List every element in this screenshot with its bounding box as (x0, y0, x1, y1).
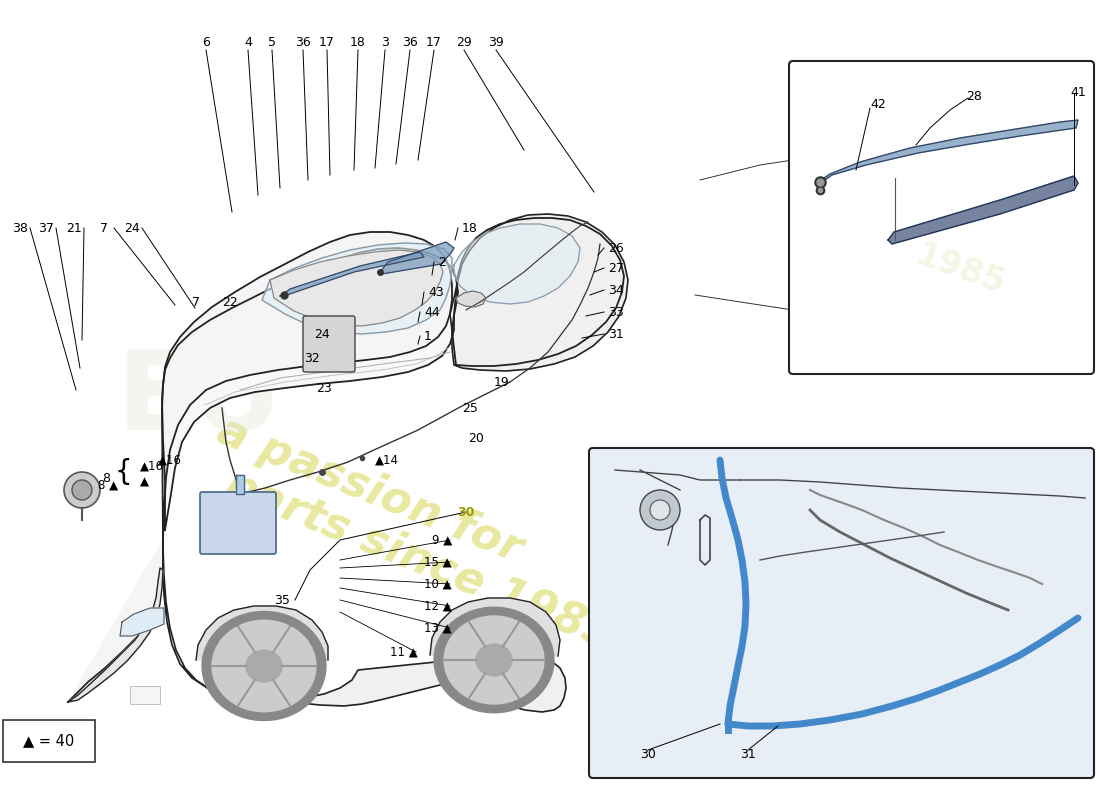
Text: ▲14: ▲14 (375, 454, 399, 466)
Polygon shape (162, 248, 458, 530)
Polygon shape (444, 616, 544, 704)
Text: 7: 7 (192, 295, 200, 309)
Polygon shape (262, 243, 452, 334)
Text: 31: 31 (608, 327, 624, 341)
Polygon shape (888, 176, 1078, 244)
Polygon shape (68, 232, 452, 702)
FancyBboxPatch shape (588, 448, 1094, 778)
Text: 10 ▲: 10 ▲ (425, 578, 452, 590)
Text: 11 ▲: 11 ▲ (390, 646, 418, 658)
Text: 30: 30 (458, 506, 475, 518)
Polygon shape (818, 120, 1078, 185)
Polygon shape (236, 475, 244, 494)
Text: 28: 28 (966, 90, 982, 102)
Polygon shape (476, 644, 512, 676)
Text: 36: 36 (295, 35, 311, 49)
FancyBboxPatch shape (789, 61, 1094, 374)
Polygon shape (270, 250, 443, 326)
Polygon shape (434, 607, 554, 713)
Text: 33: 33 (608, 306, 624, 318)
Text: 27: 27 (608, 262, 624, 274)
Circle shape (650, 500, 670, 520)
Text: 19: 19 (494, 375, 509, 389)
Text: a passion for: a passion for (211, 409, 529, 571)
Text: 30: 30 (640, 747, 656, 761)
FancyBboxPatch shape (3, 720, 95, 762)
Text: 20: 20 (468, 431, 484, 445)
Polygon shape (452, 218, 624, 366)
Text: 39: 39 (488, 35, 504, 49)
Text: 37: 37 (39, 222, 54, 234)
Text: 42: 42 (870, 98, 886, 110)
Bar (130, 686, 159, 704)
Text: 29: 29 (456, 35, 472, 49)
Text: ▲: ▲ (140, 475, 148, 489)
Text: 17: 17 (319, 35, 334, 49)
Text: 15 ▲: 15 ▲ (425, 555, 452, 569)
Text: parts since 1985: parts since 1985 (219, 462, 621, 658)
Polygon shape (120, 608, 164, 636)
Circle shape (72, 480, 92, 500)
Polygon shape (450, 214, 628, 371)
Circle shape (64, 472, 100, 508)
Text: 41: 41 (1070, 86, 1086, 98)
Polygon shape (246, 650, 282, 682)
Text: 17: 17 (426, 35, 442, 49)
Polygon shape (454, 224, 580, 304)
Text: 23: 23 (316, 382, 332, 394)
Text: 22: 22 (222, 295, 238, 309)
Polygon shape (68, 568, 163, 702)
FancyBboxPatch shape (200, 492, 276, 554)
Text: 3: 3 (381, 35, 389, 49)
Text: 9 ▲: 9 ▲ (431, 534, 452, 546)
Text: ▲16: ▲16 (158, 454, 182, 466)
Polygon shape (163, 540, 566, 712)
Polygon shape (379, 242, 454, 274)
Text: 2: 2 (438, 255, 446, 269)
Text: 24: 24 (124, 222, 140, 234)
Text: 5: 5 (268, 35, 276, 49)
Text: ▲ = 40: ▲ = 40 (23, 734, 75, 749)
Text: {: { (114, 458, 132, 486)
Text: 1985: 1985 (911, 238, 1010, 302)
Polygon shape (430, 598, 560, 656)
Text: 38: 38 (12, 222, 28, 234)
FancyBboxPatch shape (302, 316, 355, 372)
Text: 7: 7 (100, 222, 108, 234)
Text: 26: 26 (608, 242, 624, 254)
Polygon shape (202, 611, 326, 721)
Text: ▲16: ▲16 (140, 459, 164, 473)
Text: 32: 32 (304, 351, 320, 365)
Text: 13 ▲: 13 ▲ (425, 622, 452, 634)
Polygon shape (456, 291, 486, 307)
Text: 6: 6 (202, 35, 210, 49)
Text: 34: 34 (608, 283, 624, 297)
Text: 25: 25 (462, 402, 477, 414)
Text: 31: 31 (740, 747, 756, 761)
Text: 21: 21 (66, 222, 81, 234)
Text: 18: 18 (350, 35, 366, 49)
Text: 8: 8 (102, 471, 110, 485)
Text: 36: 36 (403, 35, 418, 49)
Text: 24: 24 (314, 327, 330, 341)
Polygon shape (280, 252, 424, 296)
Text: EU: EU (117, 346, 283, 454)
Text: 18: 18 (462, 222, 477, 234)
Text: 1: 1 (424, 330, 432, 342)
Text: 8 ▲: 8 ▲ (98, 478, 118, 491)
Circle shape (640, 490, 680, 530)
Text: 43: 43 (428, 286, 443, 298)
Polygon shape (212, 620, 316, 712)
Text: 12 ▲: 12 ▲ (425, 599, 452, 613)
Text: 35: 35 (274, 594, 290, 606)
Text: 4: 4 (244, 35, 252, 49)
Text: 44: 44 (424, 306, 440, 318)
Polygon shape (196, 606, 328, 660)
